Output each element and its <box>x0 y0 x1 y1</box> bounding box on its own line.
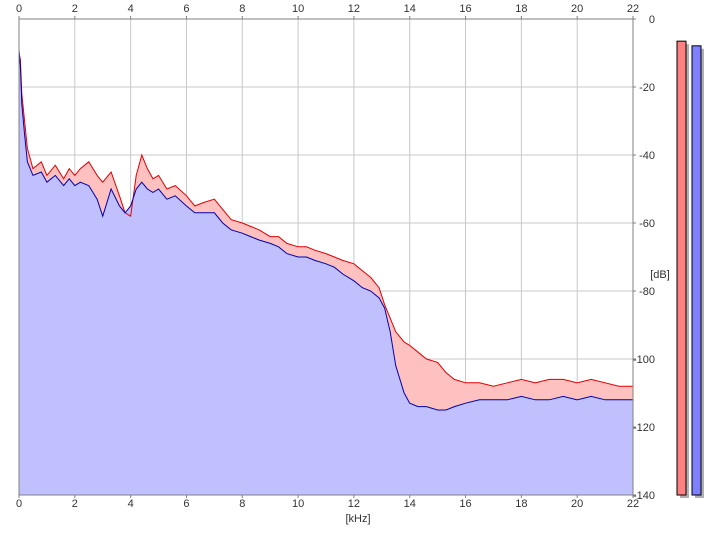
x-tick-label-top: 8 <box>239 3 245 15</box>
y-axis-label: [dB] <box>650 269 670 281</box>
x-tick-label-bottom: 10 <box>292 498 304 510</box>
x-tick-label-top: 2 <box>72 3 78 15</box>
series-2-line <box>18 49 633 411</box>
x-tick-label-bottom: 0 <box>16 498 22 510</box>
y-tick-label: -60 <box>639 218 655 230</box>
level-meters <box>676 40 704 499</box>
x-tick-label-bottom: 22 <box>627 498 639 510</box>
x-tick-label-bottom: 14 <box>404 498 416 510</box>
x-tick-label-bottom: 4 <box>128 498 134 510</box>
x-axis-label: [kHz] <box>345 513 370 525</box>
series-2-area <box>19 49 633 495</box>
x-axis-top: 0 2 4 6 8 10 12 14 16 18 20 22 <box>16 3 639 19</box>
x-tick-label-top: 22 <box>627 3 639 15</box>
x-tick-label-top: 14 <box>404 3 416 15</box>
level-meter-2 <box>691 45 702 496</box>
x-tick-label-bottom: 6 <box>183 498 189 510</box>
x-tick-label-top: 6 <box>183 3 189 15</box>
y-tick-label: -120 <box>633 422 655 434</box>
x-tick-label-top: 20 <box>571 3 583 15</box>
y-tick-label: 0 <box>649 14 655 26</box>
x-tick-label-top: 18 <box>515 3 527 15</box>
series-1-line <box>18 52 633 387</box>
y-axis-right: 0 -20 -40 -60 -80 -100 -120 -140 <box>633 14 655 502</box>
y-tick-label: -140 <box>633 490 655 502</box>
x-tick-label-bottom: 18 <box>515 498 527 510</box>
x-tick-label-bottom: 12 <box>348 498 360 510</box>
y-tick-label: -80 <box>639 286 655 298</box>
x-tick-label-top: 12 <box>348 3 360 15</box>
x-tick-label-bottom: 20 <box>571 498 583 510</box>
x-axis-bottom: 0 2 4 6 8 10 12 14 16 18 20 22 <box>16 495 639 510</box>
x-tick-label-bottom: 16 <box>459 498 471 510</box>
x-tick-label-top: 0 <box>16 3 22 15</box>
x-tick-label-bottom: 2 <box>72 498 78 510</box>
level-meter-1 <box>676 40 687 496</box>
x-tick-label-top: 16 <box>459 3 471 15</box>
x-tick-label-bottom: 8 <box>239 498 245 510</box>
y-tick-label: -40 <box>639 150 655 162</box>
spectrum-lines <box>18 49 633 411</box>
plot-frame <box>18 18 634 496</box>
y-tick-label: -20 <box>639 82 655 94</box>
y-tick-label: -100 <box>633 354 655 366</box>
x-tick-label-top: 4 <box>128 3 134 15</box>
x-tick-label-top: 10 <box>292 3 304 15</box>
spectrum-areas <box>19 49 633 495</box>
